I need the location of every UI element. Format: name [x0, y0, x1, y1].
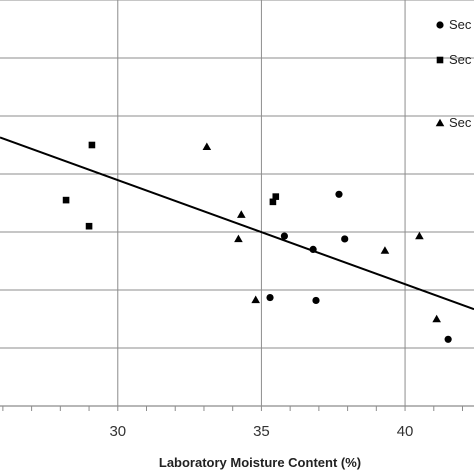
data-point-circle — [266, 293, 274, 302]
data-point-circle — [309, 245, 317, 253]
legend-label: Sec — [449, 115, 472, 130]
data-point-square — [272, 193, 280, 200]
data-point-square — [85, 222, 93, 230]
x-tick-label: 35 — [253, 423, 270, 440]
legend-label: Sec — [449, 52, 472, 67]
data-point-triangle — [234, 234, 243, 243]
data-point-triangle — [432, 314, 441, 323]
legend-marker-square — [436, 56, 444, 64]
data-point-triangle — [380, 246, 390, 254]
data-points — [62, 141, 452, 343]
data-point-square — [269, 198, 277, 206]
data-point-triangle — [415, 231, 424, 240]
legend-marker-circle — [436, 21, 444, 29]
x-axis: 30 35 40 — [0, 405, 474, 440]
data-point-circle — [335, 190, 343, 198]
legend-marker-triangle — [435, 118, 445, 127]
x-tick-label: 30 — [109, 423, 126, 440]
x-tick-label: 40 — [397, 423, 414, 440]
legend-label: Sec — [449, 17, 472, 32]
data-point-triangle — [251, 295, 260, 304]
x-axis-title: Laboratory Moisture Content (%) — [159, 455, 361, 470]
data-point-circle — [280, 232, 288, 240]
trendline-group — [0, 136, 474, 311]
data-point-circle — [312, 296, 320, 305]
data-point-triangle — [237, 210, 246, 218]
data-point-triangle — [202, 142, 212, 150]
data-point-circle — [444, 335, 452, 343]
data-point-square — [88, 141, 96, 149]
data-point-circle — [341, 235, 349, 243]
trendline — [0, 136, 474, 311]
legend: Sec Sec Sec — [435, 17, 472, 130]
grid — [0, 0, 474, 406]
data-point-square — [62, 196, 70, 204]
